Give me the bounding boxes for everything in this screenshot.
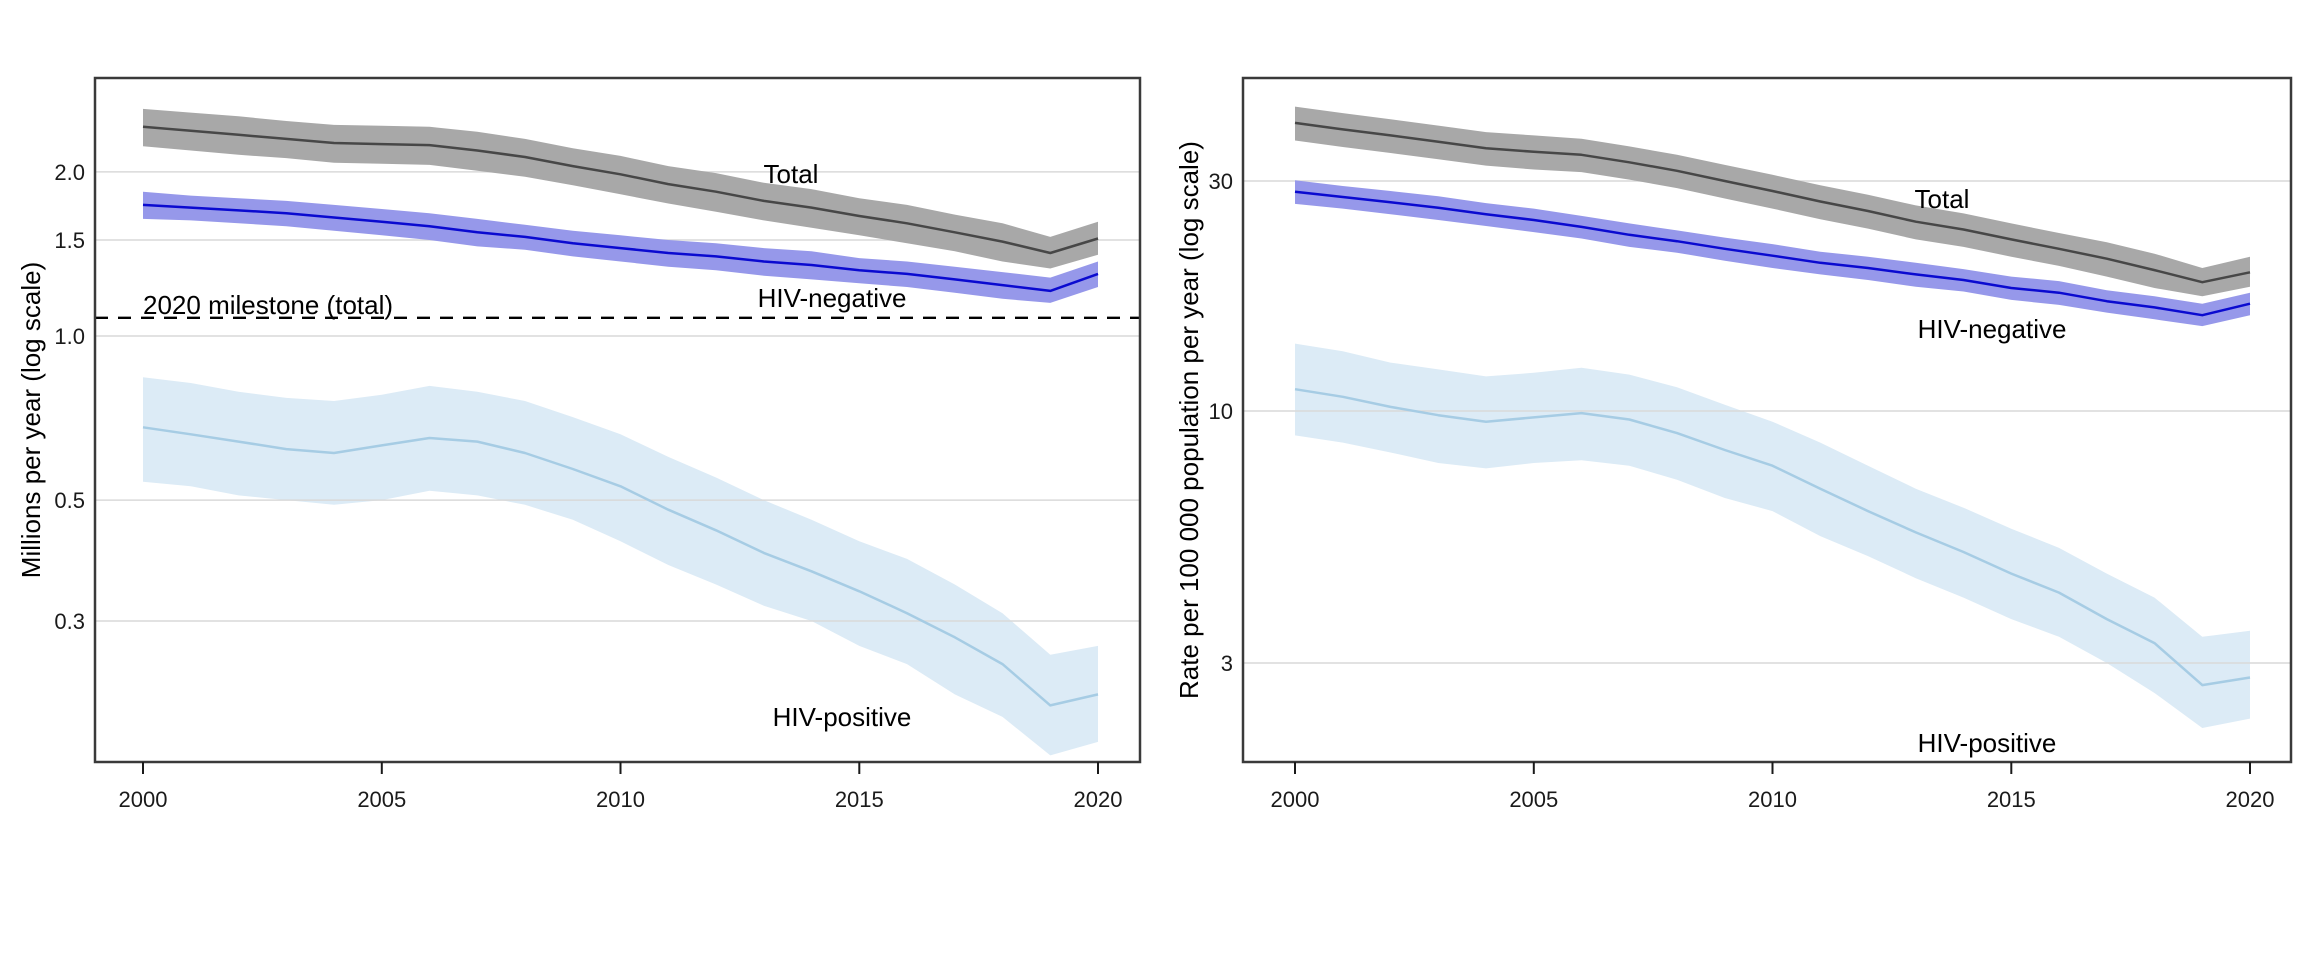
panel-left-dynamic: 2000 2005 2010 2015 2020 2.0 1.5 1.0 0.5 0.3 [54, 76, 1142, 812]
left-hiv-positive-line [142, 426, 1099, 707]
panel-deaths: 2000 2005 2010 2015 2020 2.0 1.5 1.0 0.5 0.3 Mill… [16, 76, 1142, 812]
right-hiv-negative-band [1295, 180, 2250, 327]
right-total-band [1295, 106, 2250, 297]
left-xtick-label-2000: 2000 [119, 787, 168, 812]
left-ytick-label-0.3: 0.3 [54, 609, 85, 634]
left-ytick-label-1.5: 1.5 [54, 228, 85, 253]
left-panel-border [93, 76, 1142, 764]
annotation-hiv-negative-right: HIV-negative [1918, 314, 2067, 344]
annotation-hiv-positive-left: HIV-positive [773, 702, 912, 732]
right-panel-border [1241, 76, 2293, 764]
y-axis-title-deaths: Millions per year (log scale) [16, 262, 46, 578]
annotation-2020-milestone: 2020 milestone (total) [143, 290, 393, 320]
left-ytick-label-2: 2.0 [54, 160, 85, 185]
annotation-hiv-positive-right: HIV-positive [1918, 728, 2057, 758]
right-hiv-positive-band [1295, 343, 2250, 728]
left-ytick-label-0.5: 0.5 [54, 488, 85, 513]
left-xtick-label-2015: 2015 [835, 787, 884, 812]
right-total-line [1294, 121, 2251, 284]
left-xtick-label-2005: 2005 [357, 787, 406, 812]
left-xtick-label-2020: 2020 [1074, 787, 1123, 812]
right-hiv-positive-line [1294, 387, 2251, 687]
right-ytick-label-30: 30 [1209, 169, 1233, 194]
right-ytick-label-10: 10 [1209, 399, 1233, 424]
left-hiv-negative-line [142, 203, 1099, 293]
panel-right-dynamic: 2000 2005 2010 2015 2020 30 10 3 [1209, 76, 2293, 812]
y-axis-title-rate: Rate per 100 000 population per year (lo… [1174, 141, 1204, 699]
annotation-total-left: Total [764, 159, 819, 189]
right-ytick-label-3: 3 [1221, 651, 1233, 676]
annotation-total-right: Total [1915, 184, 1970, 214]
panel-rate: 2000 2005 2010 2015 2020 30 10 3 Rate per 100 0… [1174, 76, 2293, 812]
right-xtick-label-2015: 2015 [1987, 787, 2036, 812]
left-total-line [142, 125, 1099, 255]
right-hiv-negative-line [1294, 190, 2251, 317]
right-xtick-label-2020: 2020 [2226, 787, 2275, 812]
right-xtick-label-2000: 2000 [1271, 787, 1320, 812]
left-hiv-positive-band [143, 377, 1098, 756]
right-xtick-label-2005: 2005 [1509, 787, 1558, 812]
right-xtick-label-2010: 2010 [1748, 787, 1797, 812]
annotation-hiv-negative-left: HIV-negative [758, 283, 907, 313]
left-xtick-label-2010: 2010 [596, 787, 645, 812]
left-total-band [143, 108, 1098, 269]
left-ytick-label-1: 1.0 [54, 324, 85, 349]
